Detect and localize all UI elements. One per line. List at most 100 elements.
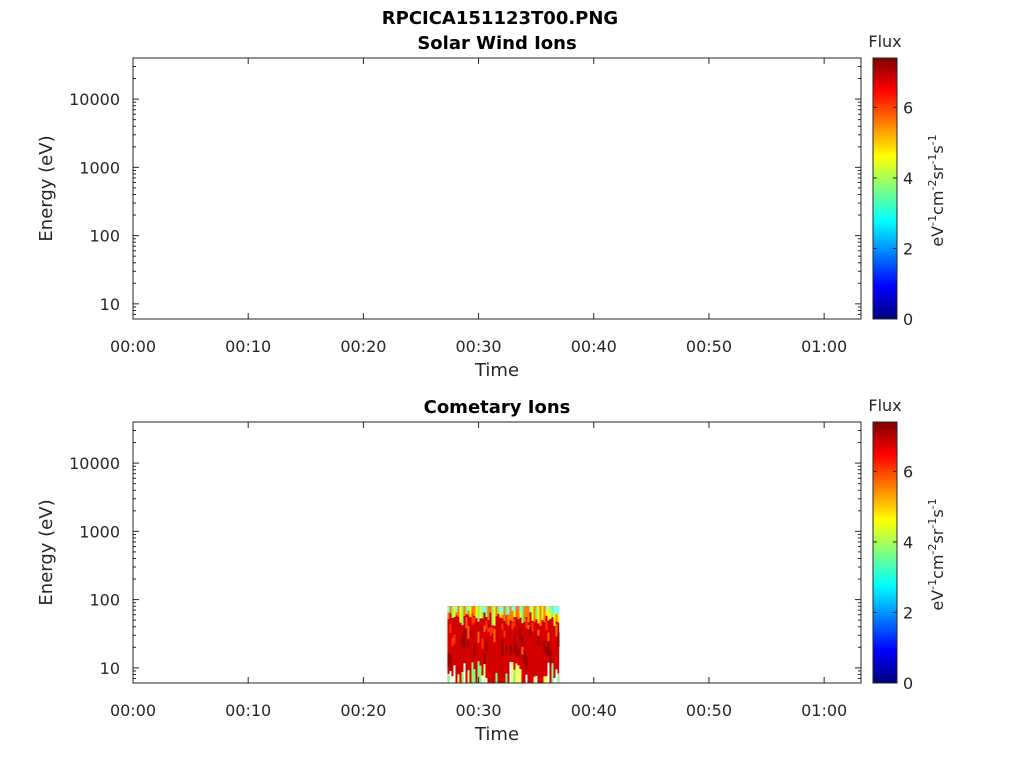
- heatmap-cell: [473, 606, 476, 616]
- heatmap-cell: [473, 617, 476, 624]
- heatmap-cell: [521, 642, 524, 655]
- heatmap-cell: [449, 654, 452, 674]
- heatmap-cell: [497, 606, 500, 614]
- heatmap-cell: [453, 665, 456, 683]
- heatmap-cell: [449, 606, 452, 614]
- heatmap-cell: [481, 675, 484, 683]
- heatmap-cell: [479, 606, 482, 619]
- plot-area: [133, 58, 861, 319]
- heatmap-cell: [483, 625, 486, 632]
- heatmap-cell: [515, 644, 518, 657]
- x-tick-label: 00:00: [110, 337, 156, 356]
- heatmap-cell: [493, 628, 496, 643]
- heatmap-cell: [469, 606, 472, 618]
- heatmap-cell: [457, 606, 460, 617]
- heatmap-cell: [453, 634, 456, 644]
- colorbar-unit-label: eV-1cm-2sr-1s-1: [926, 498, 947, 610]
- heatmap-cell: [555, 623, 558, 637]
- heatmap-cell: [447, 606, 450, 620]
- heatmap-cell: [463, 606, 466, 616]
- panel-title: Cometary Ions: [424, 397, 571, 418]
- colorbar-tick-label: 2: [903, 603, 913, 622]
- heatmap-cell: [501, 606, 504, 615]
- heatmap-cell: [551, 606, 554, 618]
- heatmap-cell: [477, 661, 480, 683]
- colorbar-tick-label: 4: [903, 169, 913, 188]
- heatmap-cell: [545, 646, 548, 656]
- panel-solar-wind-ions: Solar Wind Ions 00:00 00:10 00:20 00:30 00:40…: [36, 32, 947, 381]
- heatmap-cell: [547, 606, 550, 621]
- colorbar-frame: [872, 421, 898, 684]
- heatmap-cell: [463, 663, 466, 683]
- heatmap-cell: [503, 630, 506, 638]
- heatmap-cell: [539, 606, 542, 627]
- heatmap-cell: [537, 606, 540, 624]
- heatmap-cell: [511, 622, 514, 630]
- heatmap-cell: [485, 641, 488, 653]
- colorbar-tick-label: 4: [903, 533, 913, 552]
- heatmap-cell: [483, 606, 486, 613]
- figure-title: RPCICA151123T00.PNG: [382, 8, 618, 29]
- heatmap-cell: [451, 637, 454, 647]
- heatmap-cell: [513, 606, 516, 611]
- heatmap-cell: [531, 606, 534, 621]
- heatmap-cell: [521, 606, 524, 624]
- heatmap-cell: [501, 623, 504, 630]
- heatmap-cell: [543, 640, 546, 653]
- colorbar-tick-label: 2: [903, 239, 913, 258]
- heatmap-cell: [545, 606, 548, 611]
- colorbar-tick-label: 0: [903, 674, 913, 693]
- heatmap-cell: [461, 606, 464, 626]
- heatmap-cell: [505, 615, 508, 625]
- colorbar-tick-label: 6: [903, 462, 913, 481]
- heatmap-cell: [545, 606, 548, 616]
- heatmap-cell: [533, 606, 536, 622]
- x-tick-label: 00:40: [571, 337, 617, 356]
- heatmap-cell: [471, 613, 474, 626]
- heatmap-cell: [469, 631, 472, 638]
- y-tick-label: 10: [100, 659, 120, 678]
- heatmap-cell: [471, 606, 474, 614]
- y-tick-label: 10: [100, 295, 120, 314]
- heatmap-cell: [507, 606, 510, 615]
- heatmap-cell: [513, 619, 516, 627]
- heatmap-cell: [465, 617, 468, 629]
- heatmap-cell: [511, 606, 514, 622]
- y-tick-label: 1000: [79, 522, 120, 541]
- colorbar: [873, 422, 897, 683]
- heatmap-cell: [529, 626, 532, 637]
- heatmap-cell: [447, 652, 450, 667]
- heatmap-cell: [459, 606, 462, 623]
- axes-box: [132, 57, 862, 320]
- x-tick-label: 00:10: [225, 337, 271, 356]
- colorbar-tick-label: 6: [903, 98, 913, 117]
- heatmap-cell: [527, 625, 530, 630]
- heatmap-cell: [451, 676, 454, 683]
- heatmap-cell: [485, 606, 488, 618]
- heatmap-cell: [487, 627, 490, 633]
- heatmap-cell: [555, 606, 558, 615]
- axes-box: [132, 421, 862, 684]
- heatmap-cell: [485, 620, 488, 630]
- heatmap-cell: [557, 632, 560, 648]
- heatmap-cell: [451, 606, 454, 619]
- x-tick-label: 00:10: [225, 701, 271, 720]
- heatmap-cell: [525, 674, 528, 683]
- heatmap-cell: [545, 676, 548, 683]
- heatmap-cell: [467, 626, 470, 639]
- y-tick-label: 1000: [79, 158, 120, 177]
- heatmap-cell: [499, 606, 502, 613]
- colorbar-frame: [872, 57, 898, 320]
- heatmap-cell: [543, 606, 546, 622]
- heatmap-cell: [501, 636, 504, 657]
- heatmap-cell: [463, 628, 466, 649]
- heatmap-cell: [489, 627, 492, 637]
- heatmap-cell: [453, 606, 456, 618]
- heatmap-cell: [535, 606, 538, 620]
- colorbar-title: Flux: [868, 32, 901, 51]
- x-tick-label: 00:00: [110, 701, 156, 720]
- heatmap-cell: [525, 655, 528, 671]
- heatmap-cell: [447, 673, 450, 683]
- heatmap-cell: [549, 649, 552, 666]
